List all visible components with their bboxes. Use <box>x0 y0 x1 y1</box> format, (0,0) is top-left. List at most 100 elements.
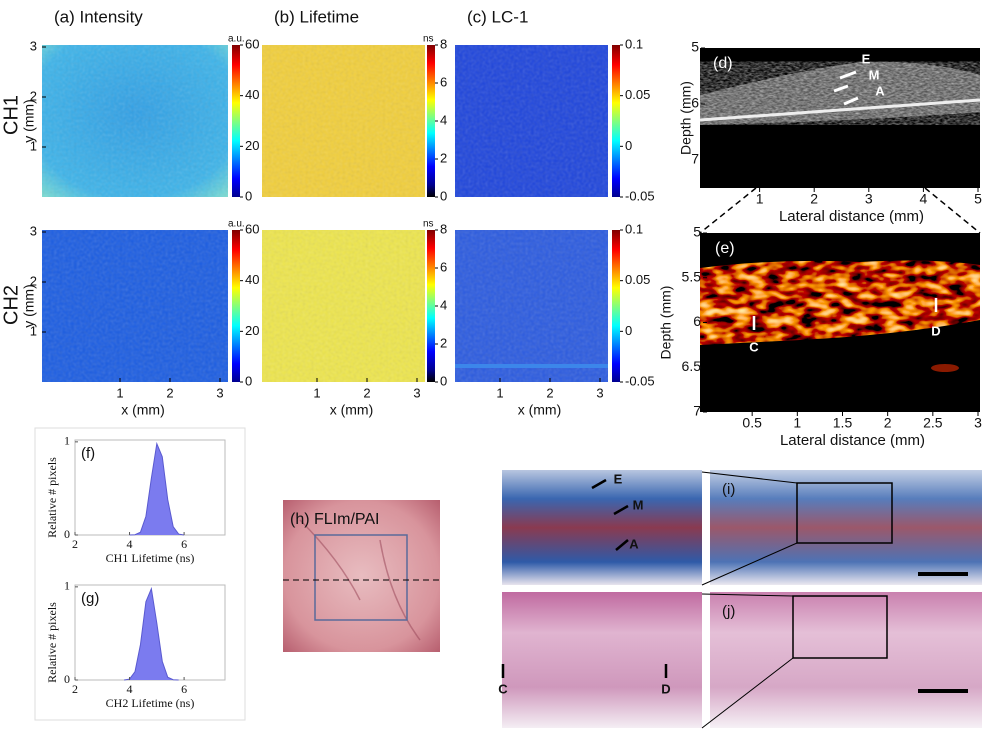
x-tick-label: 4 <box>127 682 133 696</box>
panel-label: (g) <box>81 590 99 607</box>
x-tick-label: 2.5 <box>923 415 943 431</box>
colorbars <box>232 45 620 382</box>
panel-title: (c) LC-1 <box>467 7 528 26</box>
y-axis-label: Relative # pixels <box>45 602 59 683</box>
row-label: CH1 <box>0 95 22 135</box>
y-tick-label: 7 <box>691 151 699 167</box>
x-tick-label: 3 <box>865 191 873 207</box>
x-tick-label: 2 <box>884 415 892 431</box>
y-tick-label: 1 <box>64 434 70 448</box>
y-axis-label: y (mm) <box>21 284 37 328</box>
y-tick-label: 5 <box>691 39 699 55</box>
colorbar-unit: ns <box>423 34 434 45</box>
x-tick-label: 2 <box>72 682 78 696</box>
colorbar-tick-label: 0 <box>625 138 632 153</box>
colorbar-tick-label: 0 <box>245 188 252 203</box>
photo <box>283 500 440 652</box>
colorbar-tick-label: -0.05 <box>625 188 655 203</box>
histogram-frame <box>34 427 246 721</box>
colorbar-tick-label: 2 <box>440 150 447 165</box>
panel-label: (i) <box>722 481 735 498</box>
y-axis-label: y (mm) <box>21 99 37 143</box>
y-tick-label: 6 <box>693 313 701 329</box>
y-tick-label: 3 <box>30 223 37 238</box>
colorbar-tick-label: 60 <box>245 36 259 51</box>
marker-label: D <box>931 323 940 338</box>
x-tick-label: 4 <box>920 191 928 207</box>
x-tick-label: 3 <box>596 385 603 400</box>
x-tick-label: 1 <box>756 191 764 207</box>
colorbar-tick-label: -0.05 <box>625 373 655 388</box>
y-tick-label: 1 <box>30 323 37 338</box>
colorbar-tick-label: 6 <box>440 74 447 89</box>
colorbar-unit: a.u. <box>228 34 245 45</box>
colorbar-tick-label: 60 <box>245 221 259 236</box>
panel-label: (j) <box>722 603 735 620</box>
marker-label: E <box>862 51 871 66</box>
colorbar-tick-label: 0.1 <box>625 221 643 236</box>
row-label: CH2 <box>0 285 22 325</box>
marker-label: C <box>749 339 759 354</box>
colorbar-tick-label: 20 <box>245 138 259 153</box>
colorbar-tick-label: 0.1 <box>625 36 643 51</box>
colorbar-tick-label: 0.05 <box>625 272 650 287</box>
colorbar-tick-label: 0 <box>440 188 447 203</box>
x-tick-label: 2 <box>363 385 370 400</box>
colorbar-tick-label: 8 <box>440 36 447 51</box>
colorbar-tick-label: 8 <box>440 221 447 236</box>
colorbar-tick-label: 0 <box>625 323 632 338</box>
x-axis-label: CH1 Lifetime (ns) <box>106 551 195 565</box>
x-tick-label: 5 <box>974 191 982 207</box>
x-tick-label: 3 <box>216 385 223 400</box>
panel-title: (a) Intensity <box>54 7 143 26</box>
x-tick-label: 4 <box>127 537 133 551</box>
x-tick-label: 3 <box>413 385 420 400</box>
x-tick-label: 2 <box>810 191 818 207</box>
x-axis-label: x (mm) <box>330 402 374 418</box>
marker-label: M <box>633 497 644 512</box>
y-tick-label: 3 <box>30 38 37 53</box>
ultrasound-image <box>699 48 981 234</box>
y-tick-label: 1 <box>30 138 37 153</box>
marker-label: D <box>661 681 670 696</box>
photo-label: (h) FLIm/PAI <box>290 511 380 528</box>
x-axis-label: x (mm) <box>121 402 165 418</box>
x-tick-label: 1 <box>116 385 123 400</box>
x-tick-label: 1 <box>313 385 320 400</box>
y-tick-label: 6.5 <box>682 358 702 374</box>
y-tick-label: 2 <box>30 88 37 103</box>
y-tick-label: 7 <box>693 403 701 419</box>
x-tick-label: 6 <box>181 537 187 551</box>
marker-label: C <box>498 681 508 696</box>
colorbar-tick-label: 40 <box>245 272 259 287</box>
colorbar-tick-label: 0 <box>245 373 252 388</box>
x-axis-label: CH2 Lifetime (ns) <box>106 696 195 710</box>
panel-label: (e) <box>715 240 735 257</box>
colorbar-tick-label: 6 <box>440 259 447 274</box>
y-tick-label: 5 <box>693 224 701 240</box>
panel-label: (d) <box>713 55 733 72</box>
x-tick-label: 0.5 <box>742 415 762 431</box>
x-axis-label: Lateral distance (mm) <box>780 432 925 449</box>
x-tick-label: 2 <box>546 385 553 400</box>
marker-label: E <box>614 471 623 486</box>
x-tick-label: 1.5 <box>833 415 853 431</box>
marker-label: A <box>875 83 885 98</box>
y-tick-label: 2 <box>30 273 37 288</box>
y-axis-label: Depth (mm) <box>678 81 694 155</box>
colorbar-tick-label: 0.05 <box>625 87 650 102</box>
x-tick-label: 1 <box>496 385 503 400</box>
colorbar-tick-label: 4 <box>440 112 447 127</box>
panel-title: (b) Lifetime <box>274 7 359 26</box>
colorbar-tick-label: 0 <box>440 373 447 388</box>
panel-label: (f) <box>81 445 95 462</box>
y-axis-label: Depth (mm) <box>658 286 674 360</box>
y-axis-label: Relative # pixels <box>45 457 59 538</box>
colorbar-unit: a.u. <box>228 219 245 230</box>
colorbar-unit: ns <box>423 219 434 230</box>
x-tick-label: 2 <box>166 385 173 400</box>
histology <box>501 470 982 729</box>
y-tick-label: 5.5 <box>682 268 702 284</box>
histogram-area <box>124 586 179 681</box>
